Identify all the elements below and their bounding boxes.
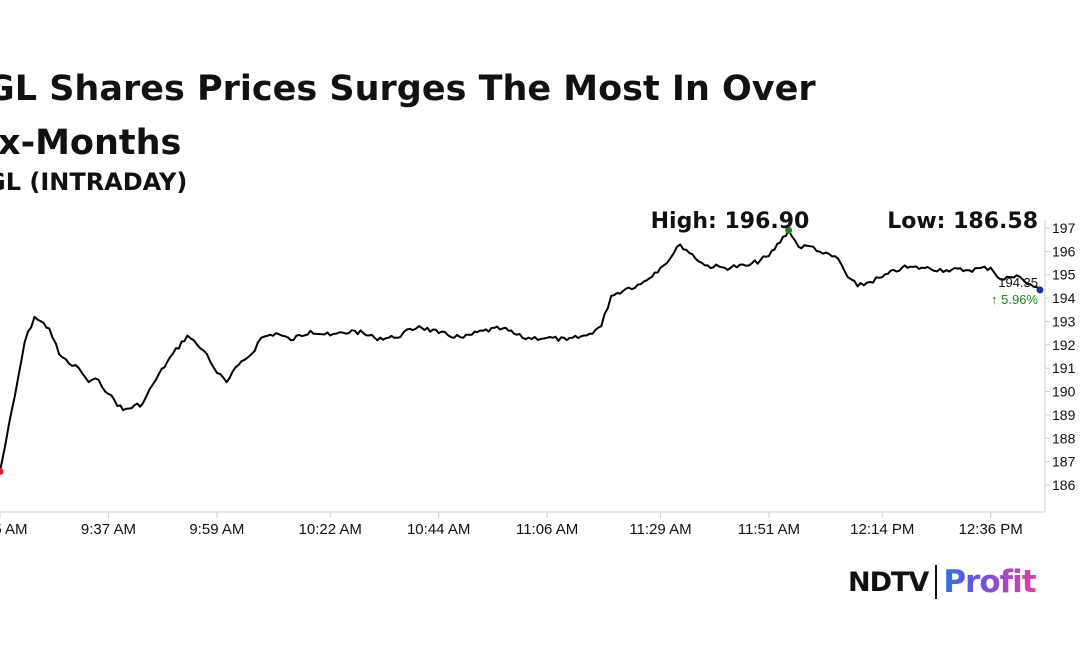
x-tick-label: 11:06 AM — [516, 521, 578, 538]
high-marker — [785, 226, 793, 234]
intraday-price-chart: 197 196 195 194 193 192 191 190 189 188 187 186 9:1… — [0, 209, 1076, 538]
last-price-marker — [1036, 286, 1044, 294]
y-axis-ticks: 197 196 195 194 193 192 191 190 189 188 187 186 — [1045, 220, 1076, 493]
change-percent-label: ↑ 5.96% — [991, 292, 1038, 307]
x-tick-label: 10:44 AM — [407, 521, 470, 538]
y-tick-label: 186 — [1052, 477, 1076, 493]
chart-subtitle: GL (INTRADAY) — [0, 168, 188, 196]
y-tick-label: 189 — [1052, 407, 1076, 423]
y-tick-label: 192 — [1052, 337, 1076, 353]
brand-logo: NDTV Profit — [848, 562, 1037, 602]
x-tick-label: 10:22 AM — [299, 521, 362, 538]
x-tick-label: 9:59 AM — [189, 521, 244, 538]
y-tick-label: 194 — [1052, 290, 1076, 306]
x-tick-label: 12:36 PM — [959, 521, 1023, 538]
logo-divider — [935, 565, 938, 599]
price-line — [0, 229, 1041, 472]
markers — [0, 226, 1044, 475]
y-tick-label: 187 — [1052, 454, 1076, 470]
y-tick-label: 188 — [1052, 430, 1076, 446]
x-tick-label: 12:14 PM — [850, 521, 914, 538]
profit-logo-text: Profit — [943, 564, 1036, 600]
high-annotation: High: 196.90 — [651, 209, 810, 234]
x-axis-ticks: 9:15 AM 9:37 AM 9:59 AM 10:22 AM 10:44 AM 11:… — [0, 512, 1023, 538]
y-tick-label: 196 — [1052, 243, 1076, 259]
x-tick-label: 9:37 AM — [81, 521, 136, 538]
y-tick-label: 191 — [1052, 360, 1076, 376]
y-tick-label: 193 — [1052, 313, 1076, 329]
x-tick-label: 9:15 AM — [0, 521, 28, 538]
y-tick-label: 195 — [1052, 267, 1076, 283]
chart-headline: GL Shares Prices Surges The Most In Over… — [0, 69, 816, 163]
y-tick-label: 190 — [1052, 384, 1076, 400]
ndtv-logo-text: NDTV — [848, 566, 929, 598]
x-tick-label: 11:51 AM — [738, 521, 800, 538]
last-price-label: 194.35 — [998, 275, 1038, 290]
y-tick-label: 197 — [1052, 220, 1076, 236]
low-marker — [0, 467, 4, 475]
low-annotation: Low: 186.58 — [887, 209, 1038, 234]
x-tick-label: 11:29 AM — [629, 521, 691, 538]
